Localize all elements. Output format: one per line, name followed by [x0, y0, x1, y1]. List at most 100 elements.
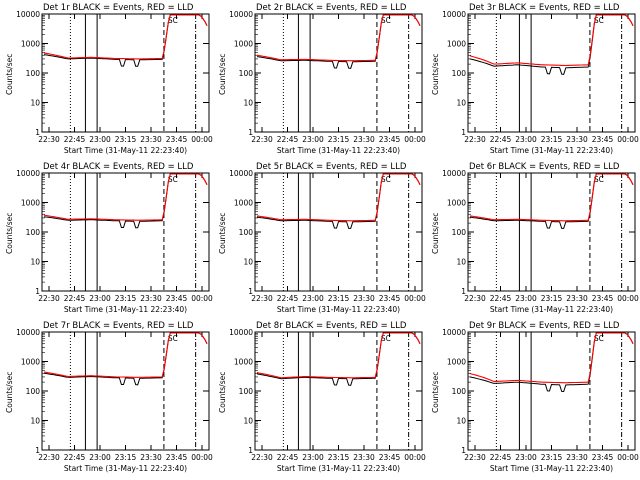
y-tick-label: 100 — [452, 69, 467, 78]
x-tick-label: 23:45 — [379, 135, 401, 144]
x-tick-label: 23:45 — [379, 453, 401, 462]
x-tick-label: 23:15 — [328, 294, 350, 303]
panel-8: Det 8r BLACK = Events, RED = LLD Counts/s… — [218, 321, 426, 473]
panel-4: Det 4r BLACK = Events, RED = LLD Counts/s… — [5, 162, 213, 314]
y-tick-label: 1000 — [21, 199, 40, 208]
plot-frame — [254, 13, 423, 133]
panel-6: Det 6r BLACK = Events, RED = LLD Counts/s… — [431, 162, 639, 314]
x-tick-label: 23:30 — [566, 135, 588, 144]
x-tick-label: 23:15 — [541, 135, 563, 144]
series-line-lld — [469, 173, 634, 222]
sc-marker-label: SC — [594, 334, 604, 343]
x-tick-label: 23:00 — [302, 135, 324, 144]
y-tick-label: 1 — [461, 287, 466, 296]
x-tick-label: 23:45 — [592, 135, 614, 144]
x-axis-label: Start Time (31-May-11 22:23:40) — [64, 305, 187, 314]
x-tick-label: 22:45 — [64, 294, 86, 303]
series-line-lld — [256, 14, 421, 62]
series-line-lld — [256, 332, 421, 379]
panel-3: Det 3r BLACK = Events, RED = LLD Counts/s… — [431, 3, 639, 155]
panel-7: Det 7r BLACK = Events, RED = LLD Counts/s… — [5, 321, 213, 473]
y-tick-label: 1000 — [21, 40, 40, 49]
x-tick-label: 23:15 — [541, 453, 563, 462]
sc-marker-label: SC — [168, 16, 178, 25]
chart-title: Det 6r BLACK = Events, RED = LLD — [469, 162, 620, 172]
x-tick-label: 22:30 — [38, 135, 60, 144]
y-tick-label: 10 — [30, 258, 40, 267]
y-axis-label: Counts/sec — [5, 54, 14, 95]
x-tick-label: 22:45 — [490, 453, 512, 462]
y-tick-label: 100 — [452, 228, 467, 237]
chart-title: Det 8r BLACK = Events, RED = LLD — [256, 321, 407, 331]
x-tick-label: 23:30 — [566, 453, 588, 462]
x-tick-label: 23:30 — [140, 294, 162, 303]
x-tick-label: 00:00 — [191, 135, 213, 144]
x-tick-label: 22:30 — [38, 294, 60, 303]
sc-marker-label: SC — [594, 16, 604, 25]
sc-marker-label: SC — [381, 175, 391, 184]
x-tick-label: 00:00 — [617, 453, 639, 462]
x-tick-label: 00:00 — [404, 453, 426, 462]
x-tick-label: 00:00 — [191, 453, 213, 462]
y-tick-label: 10000 — [229, 328, 253, 337]
x-tick-label: 22:30 — [251, 135, 273, 144]
series-line-lld — [256, 173, 421, 222]
x-tick-label: 23:45 — [166, 135, 188, 144]
x-tick-label: 00:00 — [191, 294, 213, 303]
x-tick-label: 23:00 — [89, 294, 111, 303]
chart-title: Det 9r BLACK = Events, RED = LLD — [469, 321, 620, 331]
y-tick-label: 10000 — [229, 10, 253, 19]
y-axis-label: Counts/sec — [218, 213, 227, 254]
series-line-lld — [43, 14, 208, 60]
x-tick-label: 23:00 — [515, 135, 537, 144]
y-tick-label: 10000 — [229, 169, 253, 178]
y-tick-label: 1 — [248, 128, 253, 137]
series-line-lld — [43, 173, 208, 221]
x-tick-label: 00:00 — [404, 294, 426, 303]
chart-title: Det 3r BLACK = Events, RED = LLD — [469, 3, 620, 13]
x-tick-label: 23:45 — [166, 294, 188, 303]
y-tick-label: 1000 — [234, 358, 253, 367]
y-tick-label: 10 — [30, 417, 40, 426]
x-tick-label: 23:45 — [166, 453, 188, 462]
y-axis-label: Counts/sec — [218, 54, 227, 95]
series-line-lld — [43, 332, 208, 378]
x-tick-label: 23:15 — [115, 453, 137, 462]
series-line-lld — [469, 332, 634, 384]
panel-5: Det 5r BLACK = Events, RED = LLD Counts/s… — [218, 162, 426, 314]
x-axis-label: Start Time (31-May-11 22:23:40) — [490, 464, 613, 473]
x-tick-label: 22:30 — [464, 135, 486, 144]
series-line-lld — [469, 14, 634, 67]
chart-title: Det 2r BLACK = Events, RED = LLD — [256, 3, 407, 13]
x-tick-label: 22:30 — [38, 453, 60, 462]
y-tick-label: 10 — [456, 417, 466, 426]
sc-marker-label: SC — [168, 334, 178, 343]
y-tick-label: 1000 — [447, 40, 466, 49]
x-axis-label: Start Time (31-May-11 22:23:40) — [277, 305, 400, 314]
x-tick-label: 23:15 — [115, 135, 137, 144]
y-tick-label: 100 — [239, 228, 254, 237]
panel-2: Det 2r BLACK = Events, RED = LLD Counts/s… — [218, 3, 426, 155]
y-tick-label: 100 — [26, 69, 41, 78]
y-tick-label: 1000 — [447, 358, 466, 367]
y-tick-label: 1000 — [447, 199, 466, 208]
x-tick-label: 23:30 — [140, 453, 162, 462]
x-tick-label: 23:00 — [515, 453, 537, 462]
plot-frame — [254, 172, 423, 292]
x-tick-label: 23:00 — [302, 294, 324, 303]
chart-title: Det 4r BLACK = Events, RED = LLD — [43, 162, 194, 172]
x-tick-label: 23:45 — [592, 453, 614, 462]
x-tick-label: 22:45 — [64, 135, 86, 144]
x-tick-label: 23:30 — [566, 294, 588, 303]
x-tick-label: 23:15 — [115, 294, 137, 303]
y-tick-label: 1 — [248, 287, 253, 296]
x-tick-label: 22:30 — [464, 453, 486, 462]
x-axis-label: Start Time (31-May-11 22:23:40) — [64, 464, 187, 473]
y-tick-label: 1000 — [234, 199, 253, 208]
x-tick-label: 23:00 — [302, 453, 324, 462]
y-tick-label: 10 — [30, 99, 40, 108]
x-tick-label: 00:00 — [404, 135, 426, 144]
y-axis-label: Counts/sec — [431, 213, 440, 254]
plot-frame — [41, 331, 210, 451]
plot-frame — [254, 331, 423, 451]
